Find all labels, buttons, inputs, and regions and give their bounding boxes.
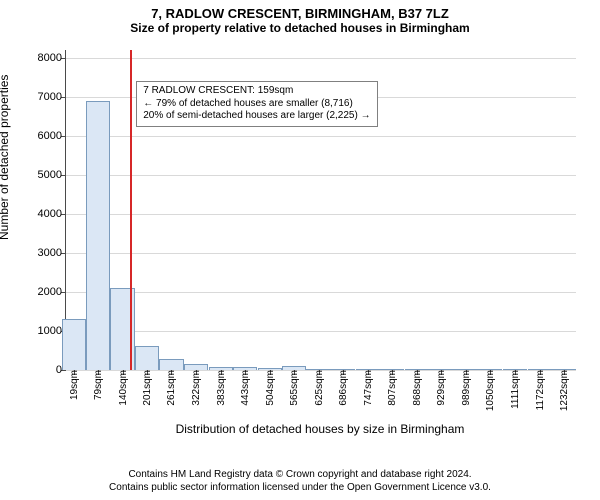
x-tick-label: 625sqm bbox=[313, 370, 325, 406]
histogram-bar bbox=[86, 101, 110, 370]
x-tick-label: 1050sqm bbox=[484, 370, 496, 411]
x-tick-label: 1172sqm bbox=[534, 370, 546, 410]
histogram-bar bbox=[159, 359, 183, 370]
annotation-line-2: ← 79% of detached houses are smaller (8,… bbox=[143, 98, 370, 111]
x-tick-label: 140sqm bbox=[117, 370, 129, 406]
x-tick-label: 565sqm bbox=[288, 370, 300, 406]
y-tick-label: 7000 bbox=[38, 91, 66, 103]
gridline bbox=[66, 136, 576, 137]
y-tick-label: 6000 bbox=[38, 130, 66, 142]
gridline bbox=[66, 214, 576, 215]
x-tick-label: 686sqm bbox=[337, 370, 349, 406]
x-tick-label: 747sqm bbox=[362, 370, 374, 406]
y-axis-label: Number of detached properties bbox=[0, 75, 11, 240]
x-axis-label: Distribution of detached houses by size … bbox=[65, 422, 575, 436]
subject-marker-line bbox=[130, 50, 132, 370]
footer-line-2: Contains public sector information licen… bbox=[0, 482, 600, 495]
y-tick-label: 2000 bbox=[38, 286, 66, 298]
y-tick-label: 3000 bbox=[38, 247, 66, 259]
gridline bbox=[66, 292, 576, 293]
x-tick-label: 201sqm bbox=[141, 370, 153, 406]
x-tick-label: 929sqm bbox=[435, 370, 447, 406]
x-tick-label: 868sqm bbox=[411, 370, 423, 406]
histogram-bar bbox=[135, 346, 159, 370]
x-tick-label: 79sqm bbox=[92, 370, 104, 400]
annotation-line-3: 20% of semi-detached houses are larger (… bbox=[143, 110, 370, 123]
y-tick-label: 5000 bbox=[38, 169, 66, 181]
chart-area: Number of detached properties 0100020003… bbox=[0, 40, 600, 440]
chart-title: 7, RADLOW CRESCENT, BIRMINGHAM, B37 7LZ bbox=[0, 0, 600, 21]
x-tick-label: 807sqm bbox=[386, 370, 398, 406]
x-tick-label: 261sqm bbox=[165, 370, 177, 406]
x-tick-label: 1111sqm bbox=[509, 370, 521, 409]
x-tick-label: 322sqm bbox=[190, 370, 202, 406]
chart-container: 7, RADLOW CRESCENT, BIRMINGHAM, B37 7LZ … bbox=[0, 0, 600, 500]
annotation-line-1: 7 RADLOW CRESCENT: 159sqm bbox=[143, 85, 370, 98]
x-tick-label: 504sqm bbox=[264, 370, 276, 406]
x-tick-label: 1232sqm bbox=[558, 370, 570, 411]
plot-area: 01000200030004000500060007000800019sqm79… bbox=[65, 50, 576, 371]
y-tick-label: 4000 bbox=[38, 208, 66, 220]
gridline bbox=[66, 253, 576, 254]
footer: Contains HM Land Registry data © Crown c… bbox=[0, 469, 600, 494]
x-tick-label: 19sqm bbox=[68, 370, 80, 400]
chart-subtitle: Size of property relative to detached ho… bbox=[0, 21, 600, 37]
gridline bbox=[66, 331, 576, 332]
histogram-bar bbox=[62, 319, 86, 370]
x-tick-label: 443sqm bbox=[239, 370, 251, 406]
x-tick-label: 989sqm bbox=[460, 370, 472, 406]
gridline bbox=[66, 58, 576, 59]
gridline bbox=[66, 175, 576, 176]
x-tick-label: 383sqm bbox=[215, 370, 227, 406]
footer-line-1: Contains HM Land Registry data © Crown c… bbox=[0, 469, 600, 482]
y-tick-label: 8000 bbox=[38, 52, 66, 64]
annotation-box: 7 RADLOW CRESCENT: 159sqm ← 79% of detac… bbox=[136, 81, 377, 127]
